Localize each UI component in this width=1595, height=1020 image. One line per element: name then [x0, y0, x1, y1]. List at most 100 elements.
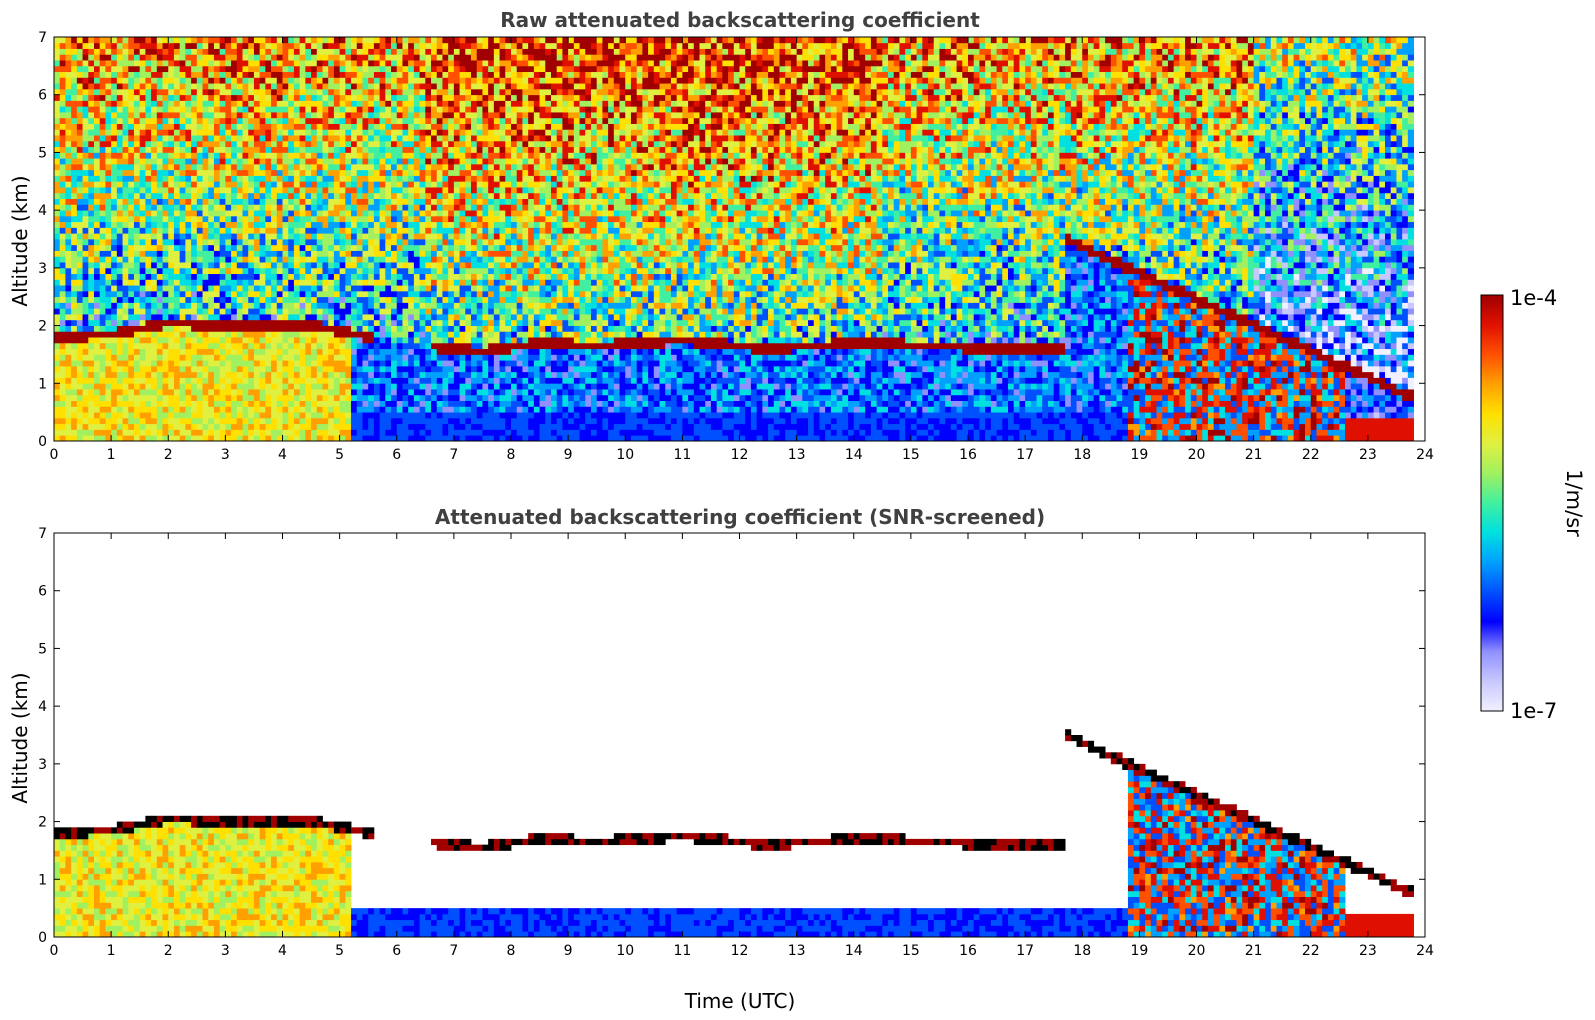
heatmap-cell: [128, 129, 134, 135]
heatmap-cell: [391, 72, 397, 78]
heatmap-cell: [283, 302, 289, 308]
heatmap-cell: [362, 245, 368, 251]
heatmap-cell: [54, 418, 60, 424]
heatmap-cell: [305, 158, 311, 164]
heatmap-cell: [185, 233, 191, 239]
heatmap-cell: [311, 331, 317, 337]
heatmap-cell: [414, 193, 420, 199]
heatmap-cell: [265, 331, 271, 337]
heatmap-cell: [402, 291, 408, 297]
heatmap-cell: [220, 424, 226, 430]
heatmap-cell: [117, 262, 123, 268]
heatmap-cell: [431, 176, 437, 182]
heatmap-cell: [420, 37, 426, 43]
heatmap-cell: [231, 83, 237, 89]
heatmap-cell: [260, 222, 266, 228]
heatmap-cell: [271, 308, 277, 314]
heatmap-cell: [105, 268, 111, 274]
heatmap-cell: [174, 424, 180, 430]
heatmap-cell: [231, 95, 237, 101]
heatmap-cell: [408, 343, 414, 349]
heatmap-cell: [128, 83, 134, 89]
heatmap-cell: [288, 77, 294, 83]
heatmap-cell: [351, 193, 357, 199]
heatmap-cell: [385, 360, 391, 366]
heatmap-cell: [180, 54, 186, 60]
heatmap-cell: [123, 435, 129, 441]
heatmap-cell: [448, 314, 454, 320]
heatmap-cell: [454, 193, 460, 199]
heatmap-cell: [248, 158, 254, 164]
heatmap-cell: [380, 181, 386, 187]
heatmap-cell: [362, 326, 368, 332]
heatmap-cell: [60, 349, 66, 355]
heatmap-cell: [117, 60, 123, 66]
heatmap-cell: [100, 262, 106, 268]
heatmap-cell: [448, 326, 454, 332]
heatmap-cell: [54, 83, 60, 89]
heatmap-cell: [397, 343, 403, 349]
heatmap-cell: [254, 83, 260, 89]
heatmap-cell: [145, 406, 151, 412]
heatmap-cell: [71, 112, 77, 118]
heatmap-cell: [402, 89, 408, 95]
heatmap-cell: [265, 406, 271, 412]
heatmap-cell: [168, 383, 174, 389]
heatmap-cell: [83, 308, 89, 314]
heatmap-cell: [351, 401, 357, 407]
heatmap-cell: [185, 210, 191, 216]
heatmap-cell: [220, 135, 226, 141]
heatmap-cell: [334, 135, 340, 141]
heatmap-cell: [414, 366, 420, 372]
heatmap-cell: [83, 418, 89, 424]
heatmap-cell: [437, 291, 443, 297]
heatmap-cell: [345, 308, 351, 314]
heatmap-cell: [414, 302, 420, 308]
heatmap-cell: [157, 291, 163, 297]
heatmap-cell: [454, 164, 460, 170]
heatmap-cell: [197, 222, 203, 228]
heatmap-cell: [345, 343, 351, 349]
heatmap-cell: [140, 72, 146, 78]
heatmap-cell: [254, 49, 260, 55]
heatmap-cell: [357, 331, 363, 337]
heatmap-cell: [191, 147, 197, 153]
heatmap-cell: [431, 54, 437, 60]
heatmap-cell: [123, 308, 129, 314]
heatmap-cell: [420, 326, 426, 332]
heatmap-cell: [180, 383, 186, 389]
heatmap-cell: [191, 406, 197, 412]
heatmap-cell: [60, 337, 66, 343]
heatmap-cell: [351, 262, 357, 268]
heatmap-cell: [277, 412, 283, 418]
heatmap-cell: [294, 216, 300, 222]
heatmap-cell: [145, 129, 151, 135]
heatmap-cell: [243, 193, 249, 199]
heatmap-cell: [60, 77, 66, 83]
heatmap-cell: [100, 193, 106, 199]
heatmap-cell: [185, 326, 191, 332]
heatmap-cell: [254, 424, 260, 430]
heatmap-cell: [117, 378, 123, 384]
heatmap-cell: [380, 95, 386, 101]
heatmap-cell: [214, 418, 220, 424]
heatmap-cell: [100, 308, 106, 314]
heatmap-cell: [145, 256, 151, 262]
heatmap-cell: [385, 395, 391, 401]
heatmap-cell: [454, 77, 460, 83]
heatmap-cell: [431, 135, 437, 141]
heatmap-cell: [402, 256, 408, 262]
heatmap-cell: [328, 429, 334, 435]
heatmap-cell: [311, 216, 317, 222]
heatmap-cell: [145, 164, 151, 170]
heatmap-cell: [117, 331, 123, 337]
heatmap-cell: [65, 412, 71, 418]
heatmap-cell: [402, 401, 408, 407]
heatmap-cell: [191, 233, 197, 239]
heatmap-cell: [94, 187, 100, 193]
heatmap-cell: [163, 389, 169, 395]
heatmap-cell: [340, 141, 346, 147]
heatmap-cell: [305, 331, 311, 337]
heatmap-cell: [260, 320, 266, 326]
heatmap-cell: [460, 366, 466, 372]
